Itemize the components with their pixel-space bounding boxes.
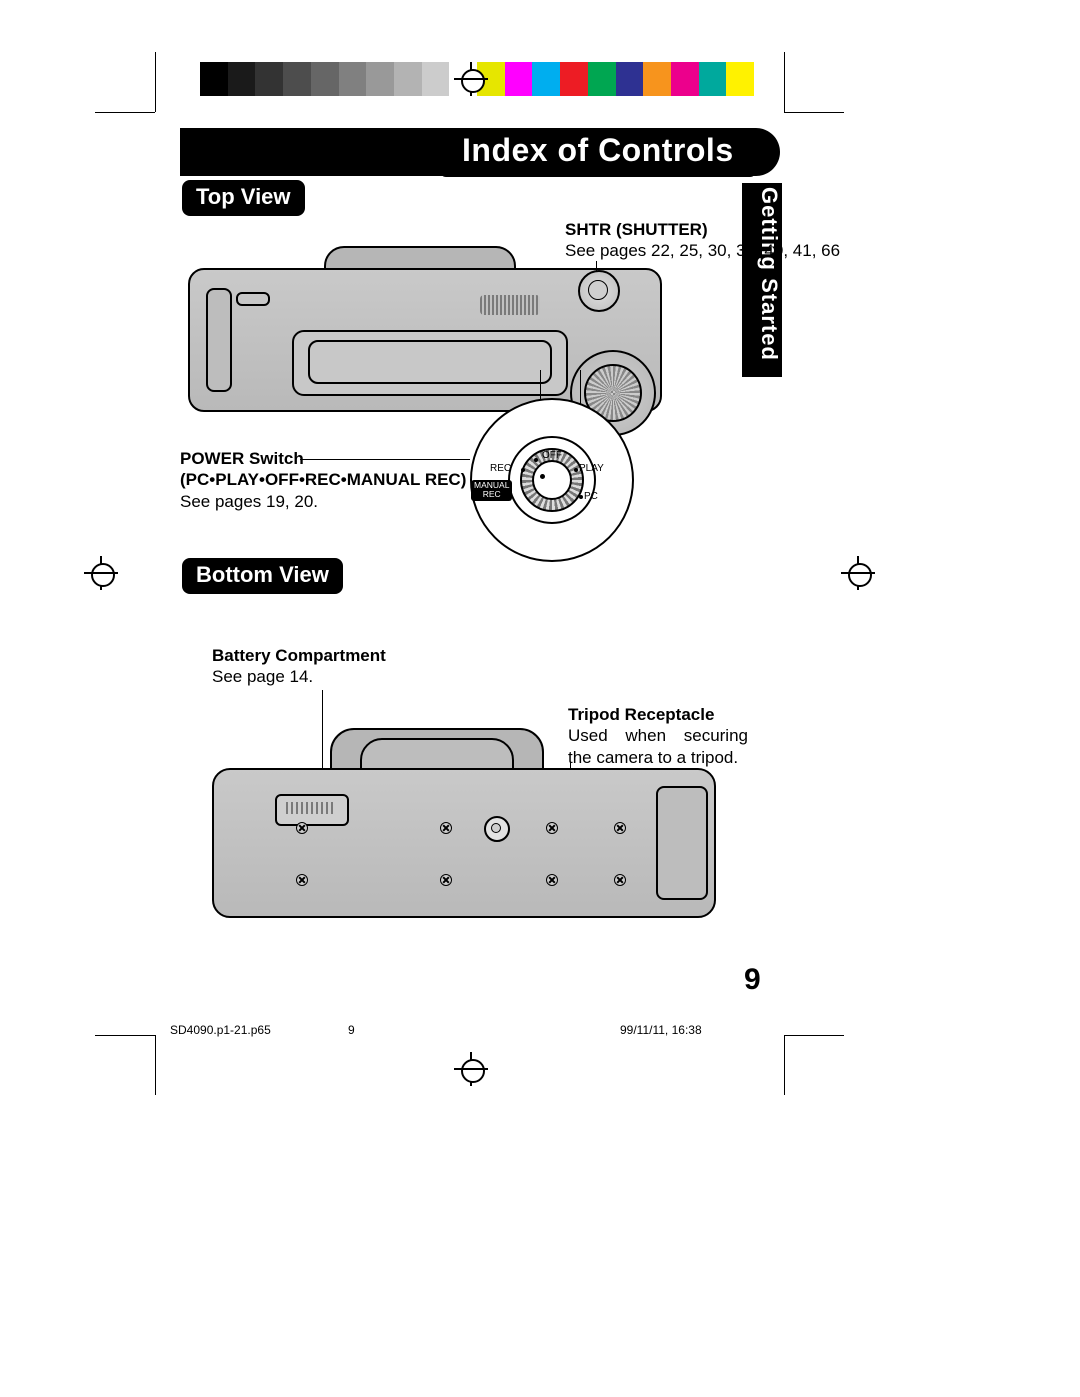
screw-icon bbox=[440, 822, 452, 834]
registration-mark bbox=[458, 1056, 484, 1082]
crop-mark bbox=[155, 1035, 156, 1095]
color-swatch bbox=[726, 62, 754, 96]
leader-line bbox=[300, 459, 470, 460]
speaker-grille-icon bbox=[480, 295, 540, 315]
footer-timestamp: 99/11/11, 16:38 bbox=[620, 1023, 702, 1037]
callout-battery-label: Battery Compartment bbox=[212, 645, 386, 666]
footer-filename: SD4090.p1-21.p65 bbox=[170, 1023, 271, 1037]
color-swatch bbox=[671, 62, 699, 96]
dial-mark bbox=[521, 468, 525, 472]
dial-indicator-dot bbox=[540, 474, 545, 479]
callout-shutter-ref: See pages 22, 25, 30, 31, 40, 41, 66 bbox=[565, 240, 840, 261]
registration-mark bbox=[458, 66, 484, 92]
screw-icon bbox=[546, 874, 558, 886]
callout-battery-ref: See page 14. bbox=[212, 666, 386, 687]
color-swatch bbox=[200, 62, 228, 96]
registration-mark bbox=[845, 560, 871, 586]
camera-bottom-grip bbox=[656, 786, 708, 900]
crop-mark bbox=[784, 1035, 785, 1095]
camera-top-button bbox=[236, 292, 270, 306]
color-swatch bbox=[283, 62, 311, 96]
color-swatch bbox=[228, 62, 256, 96]
camera-grip bbox=[206, 288, 232, 392]
shutter-button-inner-icon bbox=[588, 280, 608, 300]
dial-label-play: PLAY bbox=[579, 463, 604, 474]
crop-mark bbox=[155, 52, 156, 112]
dial-label-rec: REC bbox=[490, 463, 511, 474]
section-heading-top-view: Top View bbox=[182, 180, 305, 216]
screw-icon bbox=[296, 874, 308, 886]
crop-mark bbox=[95, 112, 155, 113]
dial-label-manual-rec: MANUAL REC bbox=[471, 480, 512, 501]
tripod-receptacle-inner-icon bbox=[491, 823, 501, 833]
dial-center-icon bbox=[532, 460, 572, 500]
section-side-tab-label: Getting Started bbox=[742, 183, 782, 377]
callout-power-ref: See pages 19, 20. bbox=[180, 491, 466, 512]
dial-mark bbox=[579, 495, 583, 499]
battery-door-ridges bbox=[286, 802, 334, 814]
color-swatch bbox=[311, 62, 339, 96]
screw-icon bbox=[614, 874, 626, 886]
leader-line bbox=[596, 261, 597, 272]
callout-shutter-label: SHTR (SHUTTER) bbox=[565, 219, 840, 240]
callout-battery: Battery Compartment See page 14. bbox=[212, 645, 386, 688]
section-heading-bottom-view: Bottom View bbox=[182, 558, 343, 594]
color-swatch bbox=[560, 62, 588, 96]
color-swatch bbox=[643, 62, 671, 96]
color-swatch bbox=[422, 62, 450, 96]
screw-icon bbox=[440, 874, 452, 886]
color-swatch bbox=[339, 62, 367, 96]
dial-label-pc: PC bbox=[584, 491, 598, 502]
color-swatch bbox=[532, 62, 560, 96]
camera-bottom-body bbox=[212, 768, 716, 918]
footer-page: 9 bbox=[348, 1023, 355, 1037]
color-swatch bbox=[616, 62, 644, 96]
color-swatch bbox=[394, 62, 422, 96]
crop-mark bbox=[784, 52, 785, 112]
callout-power-sub: (PC•PLAY•OFF•REC•MANUAL REC) bbox=[180, 469, 466, 490]
callout-tripod: Tripod Receptacle Used when securing the… bbox=[568, 704, 748, 768]
registration-mark bbox=[88, 560, 114, 586]
callout-power: POWER Switch (PC•PLAY•OFF•REC•MANUAL REC… bbox=[180, 448, 466, 512]
color-swatch bbox=[255, 62, 283, 96]
page-title: Index of Controls bbox=[440, 128, 756, 177]
color-swatch bbox=[588, 62, 616, 96]
crop-mark bbox=[784, 1035, 844, 1036]
dial-label-off: OFF bbox=[542, 450, 562, 461]
color-swatch bbox=[505, 62, 533, 96]
callout-shutter: SHTR (SHUTTER) See pages 22, 25, 30, 31,… bbox=[565, 219, 840, 262]
dial-mark bbox=[574, 468, 578, 472]
manual-page: Index of Controls Getting Started Top Vi… bbox=[0, 0, 1080, 1397]
dial-mark bbox=[534, 458, 538, 462]
color-swatch bbox=[699, 62, 727, 96]
callout-tripod-label: Tripod Receptacle bbox=[568, 704, 748, 725]
page-number: 9 bbox=[744, 963, 761, 997]
screw-icon bbox=[296, 822, 308, 834]
crop-mark bbox=[784, 112, 844, 113]
screw-icon bbox=[546, 822, 558, 834]
screw-icon bbox=[614, 822, 626, 834]
dial-label-manual-line2: REC bbox=[483, 489, 501, 499]
camera-top-display-inner bbox=[308, 340, 552, 384]
callout-tripod-ref: Used when securing the camera to a tripo… bbox=[568, 725, 748, 768]
crop-mark bbox=[95, 1035, 155, 1036]
color-swatch bbox=[366, 62, 394, 96]
